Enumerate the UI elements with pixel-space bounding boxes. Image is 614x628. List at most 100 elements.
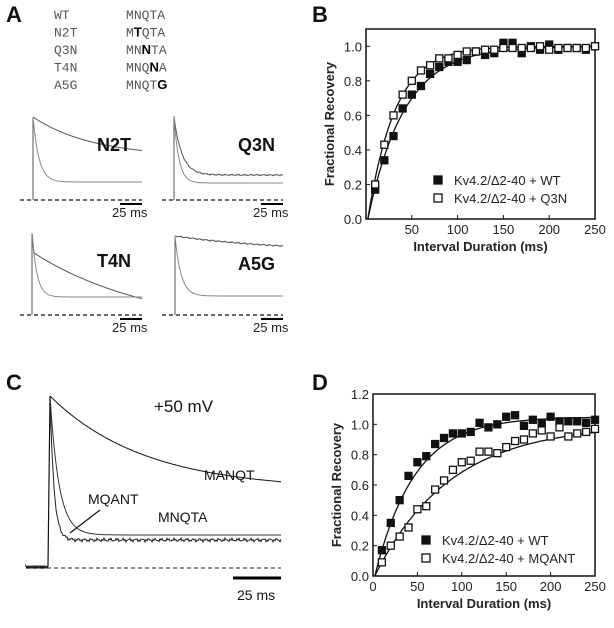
x-tick-label: 100 bbox=[451, 579, 473, 594]
residue: N bbox=[134, 43, 142, 58]
data-point bbox=[371, 180, 380, 189]
trace-mutant bbox=[31, 232, 143, 300]
y-axis-title: Fractional Recovery bbox=[329, 422, 344, 547]
scale-bar-label: 25 ms bbox=[253, 205, 289, 220]
data-point bbox=[535, 42, 545, 51]
trace-mutant bbox=[174, 235, 284, 248]
data-point bbox=[526, 43, 536, 53]
residue: A bbox=[157, 8, 165, 23]
legend-marker bbox=[433, 193, 443, 203]
data-point bbox=[404, 471, 413, 481]
variant-sequence: MTQTA bbox=[126, 25, 165, 41]
x-tick-label: 250 bbox=[584, 579, 606, 594]
data-point bbox=[581, 418, 591, 427]
data-point bbox=[517, 43, 526, 53]
trace-panel-n2t: N2T 25 ms bbox=[20, 116, 148, 220]
data-point bbox=[499, 43, 508, 53]
data-point bbox=[413, 458, 422, 467]
legend-marker bbox=[433, 175, 443, 185]
data-point bbox=[519, 421, 529, 431]
trace-label: Q3N bbox=[238, 135, 275, 155]
panel-label-b: B bbox=[312, 2, 328, 27]
data-point bbox=[528, 429, 537, 438]
residue: Q bbox=[142, 8, 150, 23]
y-axis-title: Fractional Recovery bbox=[322, 61, 337, 186]
residue: T bbox=[149, 8, 157, 23]
data-point bbox=[471, 47, 481, 56]
x-tick-label: 100 bbox=[447, 222, 469, 237]
y-tick-label: 0.2 bbox=[344, 177, 362, 192]
residue: N bbox=[134, 8, 142, 23]
variant-name: N2T bbox=[54, 26, 78, 41]
data-point bbox=[448, 429, 458, 438]
data-point bbox=[457, 458, 466, 467]
data-point bbox=[435, 54, 444, 63]
trace-mutant bbox=[173, 116, 284, 177]
trace-panel-t4n: T4N 25 ms bbox=[20, 232, 148, 335]
data-point bbox=[572, 43, 581, 53]
trace-label-mqant: MQANT bbox=[88, 491, 139, 507]
panel-label-c: C bbox=[6, 370, 22, 395]
residue: M bbox=[126, 26, 134, 41]
data-point bbox=[493, 448, 502, 458]
data-point bbox=[546, 412, 555, 421]
data-point bbox=[573, 417, 582, 426]
data-point bbox=[480, 45, 490, 54]
residue: M bbox=[126, 78, 134, 93]
x-tick-label: 0 bbox=[369, 579, 376, 594]
data-point bbox=[448, 465, 458, 474]
residue: T bbox=[150, 26, 158, 41]
scale-bar-label: 25 ms bbox=[253, 320, 289, 335]
data-point bbox=[466, 456, 475, 465]
data-point bbox=[590, 42, 600, 51]
trace-label-manqt: MANQT bbox=[204, 467, 255, 483]
x-tick-label: 200 bbox=[540, 579, 562, 594]
residue: M bbox=[126, 8, 134, 23]
residue: M bbox=[126, 43, 134, 58]
y-tick-label: 0.0 bbox=[344, 212, 362, 227]
x-axis-title: Interval Duration (ms) bbox=[413, 239, 547, 254]
trace-wt bbox=[31, 232, 142, 298]
residue: G bbox=[157, 77, 167, 92]
variant-sequence: MNQTG bbox=[126, 77, 167, 93]
data-point bbox=[422, 502, 431, 511]
variant-name: Q3N bbox=[54, 43, 77, 58]
data-point bbox=[555, 423, 564, 432]
current-rise bbox=[25, 395, 51, 570]
data-point bbox=[502, 442, 511, 452]
trace-wt bbox=[32, 116, 142, 183]
plot-frame bbox=[365, 28, 596, 220]
data-point bbox=[404, 523, 413, 532]
data-point bbox=[389, 111, 398, 120]
scale-bar-label: 25 ms bbox=[237, 587, 275, 603]
data-point bbox=[528, 415, 537, 424]
data-point bbox=[475, 447, 484, 456]
x-axis-title: Interval Duration (ms) bbox=[417, 596, 551, 611]
data-point bbox=[431, 485, 440, 494]
data-point bbox=[475, 418, 484, 427]
residue: Q bbox=[142, 61, 150, 76]
data-point bbox=[413, 505, 422, 514]
x-tick-label: 200 bbox=[538, 222, 560, 237]
trace-mutant bbox=[32, 116, 143, 151]
data-point bbox=[510, 411, 520, 420]
y-tick-label: 0.4 bbox=[351, 508, 369, 523]
residue: M bbox=[126, 61, 134, 76]
trace-panel-q3n: Q3N 25 ms bbox=[162, 116, 289, 220]
y-tick-label: 0.4 bbox=[344, 143, 362, 158]
panel-label-a: A bbox=[6, 2, 22, 27]
residue: N bbox=[142, 42, 151, 57]
variant-sequence: MNNTA bbox=[126, 42, 167, 58]
chart-b: 50 100 150 200 250 0.0 0.2 0.4 0.6 0.8 1.0 Interval… bbox=[322, 28, 606, 254]
trace-panel-a5g: A5G 25 ms bbox=[162, 235, 289, 335]
data-point bbox=[395, 532, 404, 541]
data-point bbox=[590, 415, 600, 424]
y-tick-label: 0.8 bbox=[344, 74, 362, 89]
y-tick-label: 1.0 bbox=[351, 417, 369, 432]
x-tick-label: 50 bbox=[405, 222, 419, 237]
x-tick-label: 50 bbox=[410, 579, 424, 594]
data-point bbox=[435, 62, 444, 72]
y-tick-label: 0.2 bbox=[351, 539, 369, 554]
